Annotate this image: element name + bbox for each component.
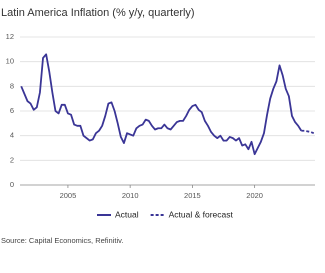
x-tick-label: 2005 bbox=[60, 191, 77, 200]
y-tick-label: 2 bbox=[10, 155, 14, 164]
legend-label: Actual & forecast bbox=[169, 209, 234, 219]
x-tick-label: 2015 bbox=[184, 191, 201, 200]
legend-label: Actual bbox=[115, 209, 139, 219]
x-tick-label: 2020 bbox=[246, 191, 263, 200]
y-tick-label: 0 bbox=[10, 180, 14, 189]
chart-title: Latin America Inflation (% y/y, quarterl… bbox=[1, 7, 195, 19]
series-line bbox=[20, 53, 303, 156]
y-tick-label: 6 bbox=[10, 106, 14, 115]
y-tick-label: 4 bbox=[10, 131, 14, 140]
x-tick-label: 2010 bbox=[122, 191, 139, 200]
source-note: Source: Capital Economics, Refinitiv. bbox=[1, 236, 123, 245]
series-line bbox=[301, 129, 315, 135]
y-tick-label: 10 bbox=[6, 57, 14, 66]
y-tick-label: 12 bbox=[6, 32, 14, 41]
y-tick-label: 8 bbox=[10, 81, 14, 90]
